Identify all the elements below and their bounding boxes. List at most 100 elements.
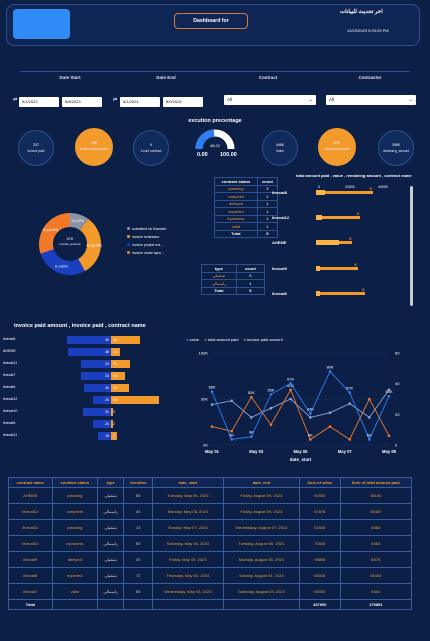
line-point[interactable] bbox=[230, 399, 233, 403]
table-cell: Sunday, May 07, 2023 bbox=[152, 519, 224, 536]
line-point[interactable] bbox=[309, 438, 312, 441]
line-series[interactable] bbox=[211, 389, 390, 419]
line-point[interactable] bbox=[348, 402, 351, 405]
table-row[interactable]: linecat11 planning تشغيلي 13 Sunday, May 07,… bbox=[8, 519, 412, 536]
bullet-paid-bar[interactable] bbox=[316, 215, 323, 220]
table-row[interactable]: linecat12 compelet راسمالي 44 Monday, May 08… bbox=[8, 503, 412, 520]
donut-slice[interactable] bbox=[69, 213, 89, 231]
line-point[interactable] bbox=[269, 393, 273, 396]
bullet-value-bar[interactable] bbox=[316, 292, 366, 295]
hbar-bar-invoice-paid-amount[interactable]: 31 bbox=[83, 408, 111, 416]
line-point[interactable] bbox=[210, 403, 214, 406]
line-series[interactable] bbox=[211, 388, 390, 441]
kpi-total-amount-paid: 47K total amount paid bbox=[318, 128, 356, 166]
line-point[interactable] bbox=[309, 412, 312, 416]
date-end-to-input[interactable]: 8/9/2024 bbox=[163, 97, 203, 107]
hbar-bar-invoice-paid[interactable]: 53 bbox=[111, 396, 159, 404]
contract-select[interactable]: All ⌄ bbox=[224, 95, 316, 105]
table-row[interactable]: deleyed 1 bbox=[214, 199, 279, 208]
table-row[interactable]: inprocess 1 bbox=[214, 214, 279, 223]
hbar-bar-invoice-paid[interactable]: 16 bbox=[111, 372, 126, 380]
line-point[interactable] bbox=[230, 438, 233, 441]
table-cell: Wednesday, May 03, 2023 bbox=[152, 583, 224, 600]
line-series[interactable] bbox=[211, 370, 390, 441]
line-point[interactable] bbox=[348, 391, 351, 394]
hbar-bar-invoice-paid[interactable]: 32 bbox=[111, 336, 140, 344]
bullet-paid-bar[interactable] bbox=[316, 291, 320, 296]
hbar-bar-invoice-paid-amount[interactable]: 20 bbox=[93, 420, 111, 428]
line-point[interactable] bbox=[387, 394, 391, 398]
hbar-bar-invoice-paid-amount[interactable]: 15 bbox=[97, 432, 111, 440]
hbar-bar-invoice-paid-amount[interactable]: 48 bbox=[67, 348, 111, 356]
line-point[interactable] bbox=[269, 406, 273, 410]
table-cell: linecat12 bbox=[8, 503, 53, 520]
table-row[interactable]: تشغيلي 5 bbox=[201, 271, 266, 280]
table-row[interactable]: expiered 1 bbox=[214, 207, 279, 216]
contract-select-value: All bbox=[227, 97, 233, 102]
date-start-label: Date Start bbox=[59, 75, 81, 80]
hbar-bar-invoice-paid-amount[interactable]: 33 bbox=[81, 360, 111, 368]
date-start-icon[interactable]: ⇄ bbox=[13, 97, 18, 103]
line-point[interactable] bbox=[328, 411, 332, 415]
hbar-bar-invoice-paid[interactable]: 10 bbox=[111, 348, 120, 356]
hbar-bar-invoice-paid[interactable]: 21 bbox=[111, 360, 130, 368]
hbar-bar-invoice-paid[interactable]: 2 bbox=[111, 420, 115, 428]
date-start-to-input[interactable]: 5/8/2023 bbox=[62, 97, 102, 107]
line-point[interactable] bbox=[368, 416, 371, 419]
bullet-paid-bar[interactable] bbox=[316, 266, 320, 271]
line-point[interactable] bbox=[368, 397, 371, 401]
table-total-row: Total 9 bbox=[201, 286, 266, 295]
line-point[interactable] bbox=[387, 434, 391, 438]
hbar-bar-invoice-paid-amount[interactable]: 33 bbox=[81, 372, 111, 380]
donut-slice[interactable] bbox=[77, 218, 101, 272]
hbar-bar-invoice-paid[interactable]: 20 bbox=[111, 384, 129, 392]
line-point[interactable] bbox=[250, 435, 253, 439]
line-point[interactable] bbox=[210, 425, 214, 428]
contract-label: Contract bbox=[258, 75, 278, 80]
hbar-bar-invoice-paid[interactable]: 2 bbox=[111, 408, 115, 416]
hbar-bar-invoice-paid[interactable]: 7 bbox=[111, 432, 118, 440]
table-row[interactable]: linecat10 inprocess راسمالي 55 Saturday, May… bbox=[8, 535, 412, 552]
line-point[interactable] bbox=[250, 416, 253, 419]
line-point[interactable] bbox=[269, 423, 273, 427]
table-row[interactable]: linecat7 valid راسمالي 65 Wednesday, May 03,… bbox=[8, 583, 412, 600]
table-row[interactable]: linecat9 deleyed تشغيلي 30 Friday, May 05, 2… bbox=[8, 551, 412, 568]
line-point[interactable] bbox=[230, 429, 233, 433]
hbar-bar-invoice-paid-amount[interactable]: 49 bbox=[66, 336, 111, 344]
hbar-bar-invoice-paid-amount[interactable]: 20 bbox=[93, 396, 111, 404]
date-end-from-input[interactable]: 8/1/2024 bbox=[120, 97, 160, 107]
bullet-paid-bar[interactable] bbox=[316, 190, 326, 195]
table-row[interactable]: planning 3 bbox=[214, 184, 279, 193]
donut-slice[interactable] bbox=[39, 213, 71, 254]
line-point[interactable] bbox=[328, 425, 332, 428]
date-start-from-input[interactable]: 5/1/2023 bbox=[19, 97, 59, 107]
line-point[interactable] bbox=[250, 395, 253, 399]
line-point[interactable] bbox=[210, 390, 214, 393]
table-row[interactable]: linecat8 expiered تشغيلي 72 Thursday, May 04… bbox=[8, 567, 412, 584]
line-point[interactable] bbox=[387, 388, 391, 392]
line-point[interactable] bbox=[309, 416, 312, 419]
bullet-paid-bar[interactable] bbox=[316, 240, 339, 245]
table-row[interactable]: compelet 1 bbox=[214, 192, 279, 201]
scrollbar[interactable] bbox=[410, 186, 413, 306]
line-point[interactable] bbox=[368, 438, 371, 441]
bullet-value-bar[interactable] bbox=[316, 267, 358, 270]
table-cell: 66046 bbox=[299, 567, 341, 584]
bullet-value-bar[interactable] bbox=[316, 191, 373, 194]
table-row[interactable]: راسمالي 4 bbox=[201, 279, 266, 288]
line-point[interactable] bbox=[348, 438, 351, 441]
table-cell: 44 bbox=[123, 503, 154, 520]
line-point[interactable] bbox=[289, 397, 292, 401]
legend-label: value bbox=[189, 337, 200, 342]
bullet-value-bar[interactable] bbox=[316, 216, 361, 219]
hbar-bar-invoice-paid-amount[interactable]: 30 bbox=[84, 384, 111, 392]
table-cell: 65 bbox=[123, 583, 154, 600]
contractor-select[interactable]: All ⌄ bbox=[326, 95, 416, 105]
donut-slice[interactable] bbox=[40, 248, 85, 275]
date-end-icon[interactable]: ⇄ bbox=[113, 97, 118, 103]
line-point[interactable] bbox=[289, 388, 292, 392]
table-row[interactable]: valid 1 bbox=[214, 222, 279, 231]
table-row[interactable]: AHEME planning تشغيلي 65 Tuesday, May 09, 20… bbox=[8, 487, 412, 504]
line-point[interactable] bbox=[289, 382, 292, 385]
line-point[interactable] bbox=[328, 370, 332, 373]
